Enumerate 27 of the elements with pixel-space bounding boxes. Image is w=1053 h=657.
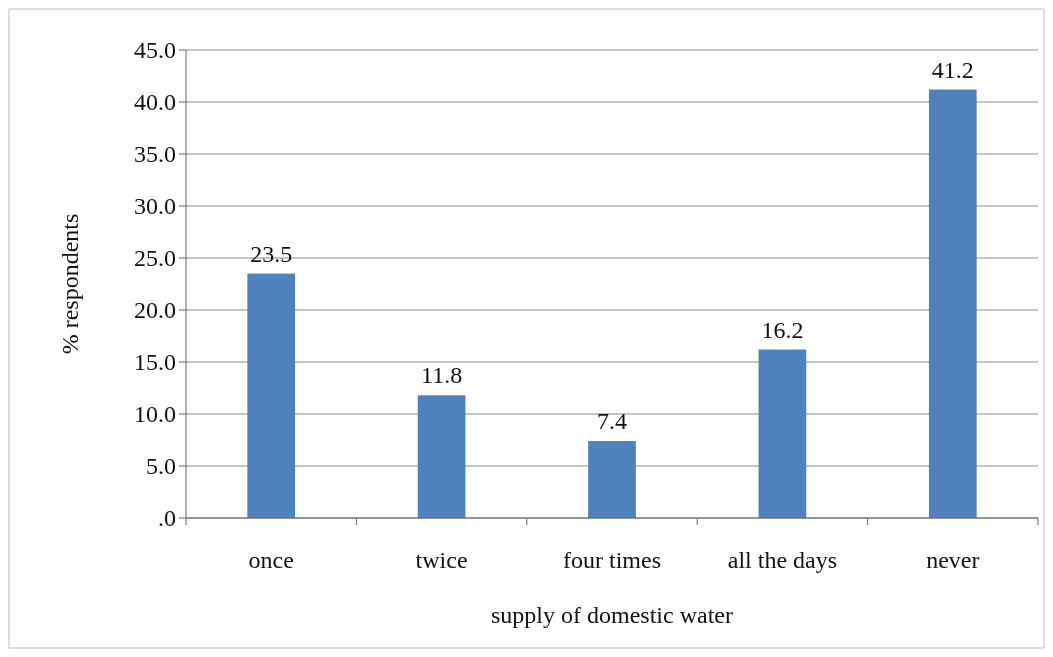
bar [417, 395, 466, 518]
bar [247, 273, 296, 518]
y-tick-label: 45.0 [134, 37, 176, 64]
x-tick-label: never [926, 547, 980, 573]
data-label: 41.2 [931, 56, 974, 83]
y-tick-label: 35.0 [134, 141, 176, 168]
bar [758, 349, 807, 518]
y-tick-label: 40.0 [134, 89, 176, 116]
y-tick-label: 25.0 [134, 245, 176, 272]
y-tick-label: 30.0 [134, 193, 176, 220]
x-tick-label: four times [563, 547, 661, 573]
data-label: 23.5 [250, 240, 293, 267]
data-label: 7.4 [597, 408, 627, 435]
y-tick-label: .0 [158, 505, 176, 532]
x-axis-title: supply of domestic water [491, 602, 733, 628]
x-tick-label: once [248, 547, 294, 573]
y-tick-label: 10.0 [134, 401, 176, 428]
data-label: 11.8 [421, 362, 463, 389]
x-tick-label: twice [415, 547, 468, 573]
y-tick-label: 5.0 [146, 453, 176, 480]
bar [928, 89, 977, 518]
data-label: 16.2 [761, 316, 804, 343]
y-tick-label: 20.0 [134, 297, 176, 324]
y-axis-title: % respondents [57, 213, 83, 355]
x-tick-label: all the days [727, 547, 838, 573]
bar [588, 441, 636, 518]
y-tick-label: 15.0 [134, 349, 176, 376]
